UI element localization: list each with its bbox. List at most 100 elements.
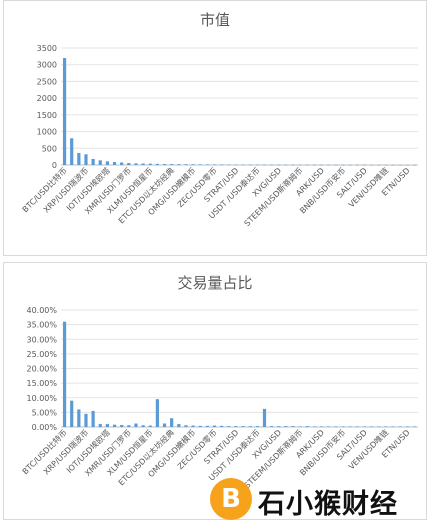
bar	[91, 410, 95, 427]
y-tick-label: 15.00%	[26, 379, 57, 388]
bar	[191, 164, 195, 165]
bar	[341, 426, 345, 428]
bar	[84, 413, 88, 427]
bar	[241, 164, 245, 166]
bar	[191, 425, 195, 427]
bar	[255, 164, 259, 166]
bar	[127, 162, 131, 165]
bar	[377, 426, 381, 428]
bar	[62, 58, 67, 165]
bar	[162, 164, 167, 165]
bar	[77, 152, 81, 165]
market-cap-plot: 0500100015002000250030003500BTC/USD比特币XR…	[20, 44, 418, 228]
bar	[155, 399, 159, 427]
bar	[384, 426, 388, 428]
bar	[62, 321, 67, 427]
bar	[291, 426, 295, 427]
bar	[369, 426, 374, 428]
bar	[248, 426, 252, 427]
bar	[341, 164, 345, 166]
bar	[220, 164, 224, 166]
bar	[98, 424, 102, 427]
bar	[384, 164, 388, 166]
y-tick-label: 30.00%	[26, 335, 57, 344]
bar	[320, 164, 324, 166]
watermark: B 石小猴财经	[210, 478, 426, 522]
bar	[134, 163, 138, 165]
bar	[198, 425, 202, 427]
bar	[355, 426, 359, 428]
bar	[348, 164, 352, 166]
bar	[398, 426, 402, 428]
bar	[112, 161, 117, 165]
bar	[298, 426, 302, 428]
y-tick-label: 5.00%	[32, 408, 58, 417]
bar	[177, 424, 181, 427]
bar	[320, 426, 324, 428]
bar	[77, 409, 81, 427]
bar	[398, 164, 402, 166]
bar	[270, 426, 274, 427]
bar	[205, 425, 209, 427]
bar	[70, 400, 74, 427]
bar	[412, 426, 417, 428]
bar	[362, 164, 367, 166]
bar	[248, 164, 252, 166]
y-tick-label: 0	[52, 161, 57, 170]
bar	[120, 162, 124, 165]
bar	[255, 426, 259, 427]
y-tick-label: 3000	[37, 61, 57, 70]
market-cap-chart: 市值 0 500 1000 1500 2000 2500 3000 3500 BTC/USD比特…	[3, 0, 427, 256]
bar	[91, 158, 95, 165]
bar	[277, 164, 281, 166]
bar	[141, 163, 145, 165]
bar	[405, 164, 409, 166]
bar	[334, 426, 338, 428]
bar	[234, 426, 238, 427]
bar	[127, 425, 131, 427]
y-tick-label: 35.00%	[26, 321, 57, 330]
y-tick-label: 40.00%	[26, 306, 57, 315]
bar	[355, 164, 359, 166]
bar	[98, 160, 102, 165]
bar	[327, 426, 331, 428]
y-tick-label: 1000	[37, 128, 57, 137]
bar	[234, 164, 238, 166]
y-tick-label: 10.00%	[26, 394, 57, 403]
bar	[298, 164, 302, 166]
bar	[70, 138, 74, 165]
bar	[262, 164, 267, 166]
bar	[105, 424, 110, 427]
bar	[348, 426, 352, 428]
bar	[334, 164, 338, 166]
bar	[277, 426, 281, 427]
bar	[227, 164, 231, 166]
bar	[284, 164, 288, 166]
bar	[305, 426, 309, 427]
bar	[291, 164, 295, 166]
bar	[155, 163, 159, 165]
bar	[170, 164, 174, 165]
bar	[205, 164, 209, 165]
bar	[270, 164, 274, 166]
bar	[212, 425, 217, 427]
bar	[212, 164, 217, 166]
bar	[198, 164, 202, 165]
bar	[184, 425, 188, 427]
bar	[262, 408, 267, 428]
y-tick-label: 1500	[37, 111, 57, 120]
bar	[162, 423, 167, 427]
bar	[134, 423, 138, 427]
volume-share-chart: 交易量占比 0.00% 5.00% 10.00% 15.00% 20.00% 25.00%…	[3, 262, 427, 520]
bar	[312, 426, 317, 428]
y-tick-label: 500	[42, 144, 57, 153]
bar	[312, 164, 317, 166]
bar	[391, 164, 395, 166]
bar	[170, 418, 174, 427]
bar	[405, 426, 409, 428]
bar	[241, 426, 245, 427]
bar	[141, 425, 145, 427]
bar	[284, 426, 288, 427]
bar	[84, 154, 88, 165]
chart-title: 市值	[199, 11, 230, 29]
